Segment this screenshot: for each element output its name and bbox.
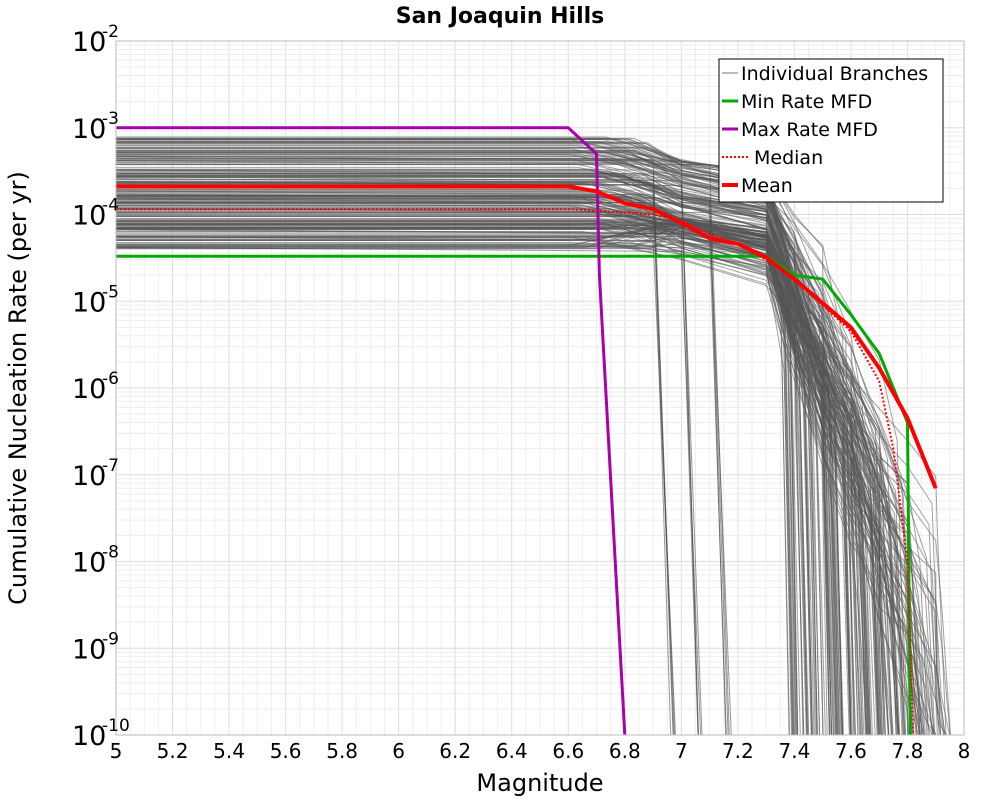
x-tick-label: 8 xyxy=(958,739,971,763)
y-axis-label: Cumulative Nucleation Rate (per yr) xyxy=(4,171,32,605)
branch-line xyxy=(116,237,880,736)
branch-line xyxy=(116,147,907,736)
legend-label-min-rate: Min Rate MFD xyxy=(741,91,872,113)
max-rate-mfd-line xyxy=(116,126,627,736)
x-tick-label: 6.4 xyxy=(496,739,528,763)
x-tick-label: 5.6 xyxy=(270,739,302,763)
x-tick-label: 7.4 xyxy=(778,739,810,763)
y-tick-label: 10 xyxy=(72,27,106,58)
y-tick-exponent: -9 xyxy=(102,629,119,649)
branch-line xyxy=(115,181,703,736)
branch-line xyxy=(116,150,844,736)
branch-line xyxy=(116,190,844,736)
x-tick-label: 7 xyxy=(675,739,688,763)
x-tick-label: 5.8 xyxy=(326,739,358,763)
y-tick-exponent: -3 xyxy=(102,109,119,129)
legend-label-individual-branches: Individual Branches xyxy=(741,63,928,85)
mean-line xyxy=(116,184,938,489)
legend-label-median: Median xyxy=(754,147,823,169)
legend-box xyxy=(718,58,944,203)
y-tick-exponent: -8 xyxy=(102,543,119,563)
legend-label-max-rate: Max Rate MFD xyxy=(741,119,878,141)
y-tick-exponent: -6 xyxy=(102,369,119,389)
y-tick-label: 10 xyxy=(72,374,106,405)
branch-line xyxy=(116,163,831,736)
x-tick-label: 6 xyxy=(392,739,405,763)
x-tick-label: 5 xyxy=(110,739,123,763)
branch-line xyxy=(116,214,792,736)
x-tick-label: 6.6 xyxy=(552,739,584,763)
y-tick-label: 10 xyxy=(72,548,106,579)
chart-title: San Joaquin Hills xyxy=(396,4,605,29)
legend: Individual Branches Min Rate MFD Max Rat… xyxy=(718,58,944,203)
branch-line xyxy=(116,195,951,736)
x-tick-label: 7.8 xyxy=(892,739,924,763)
x-axis-ticks: 5 5.2 5.4 5.6 5.8 6 6.2 6.4 6.6 6.8 7 7.2 7.4 7.6 7.8 8 xyxy=(110,739,971,763)
y-tick-label: 10 xyxy=(72,634,106,665)
x-tick-label: 6.8 xyxy=(609,739,641,763)
x-tick-label: 7.6 xyxy=(835,739,867,763)
y-tick-label: 10 xyxy=(72,287,106,318)
branch-line xyxy=(116,179,898,736)
y-tick-exponent: -2 xyxy=(102,22,119,42)
branch-line xyxy=(116,178,906,736)
y-tick-exponent: -5 xyxy=(102,282,119,302)
plot-frame xyxy=(115,40,965,736)
branch-line xyxy=(116,157,882,736)
branch-line xyxy=(115,193,727,736)
branch-line xyxy=(116,176,882,736)
branch-line xyxy=(116,218,841,736)
branch-line xyxy=(116,222,915,736)
branch-line xyxy=(116,228,914,736)
y-tick-label: 10 xyxy=(72,721,106,752)
branch-line xyxy=(116,218,809,736)
individual-branches xyxy=(115,136,952,736)
legend-label-mean: Mean xyxy=(741,175,793,197)
y-tick-exponent: -4 xyxy=(102,196,119,216)
branch-line xyxy=(115,246,702,736)
y-tick-label: 10 xyxy=(72,201,106,232)
y-tick-label: 10 xyxy=(72,461,106,492)
y-tick-exponent: -10 xyxy=(102,716,130,736)
branch-line xyxy=(115,190,676,736)
x-tick-label: 5.4 xyxy=(213,739,245,763)
summary-series xyxy=(116,126,938,736)
branch-line xyxy=(116,226,853,736)
y-tick-label: 10 xyxy=(72,114,106,145)
x-tick-label: 6.2 xyxy=(439,739,471,763)
x-tick-label: 7.2 xyxy=(722,739,754,763)
x-tick-label: 5.2 xyxy=(157,739,189,763)
y-tick-exponent: -7 xyxy=(102,456,119,476)
x-axis-label: Magnitude xyxy=(476,769,603,797)
branch-line xyxy=(116,144,872,736)
